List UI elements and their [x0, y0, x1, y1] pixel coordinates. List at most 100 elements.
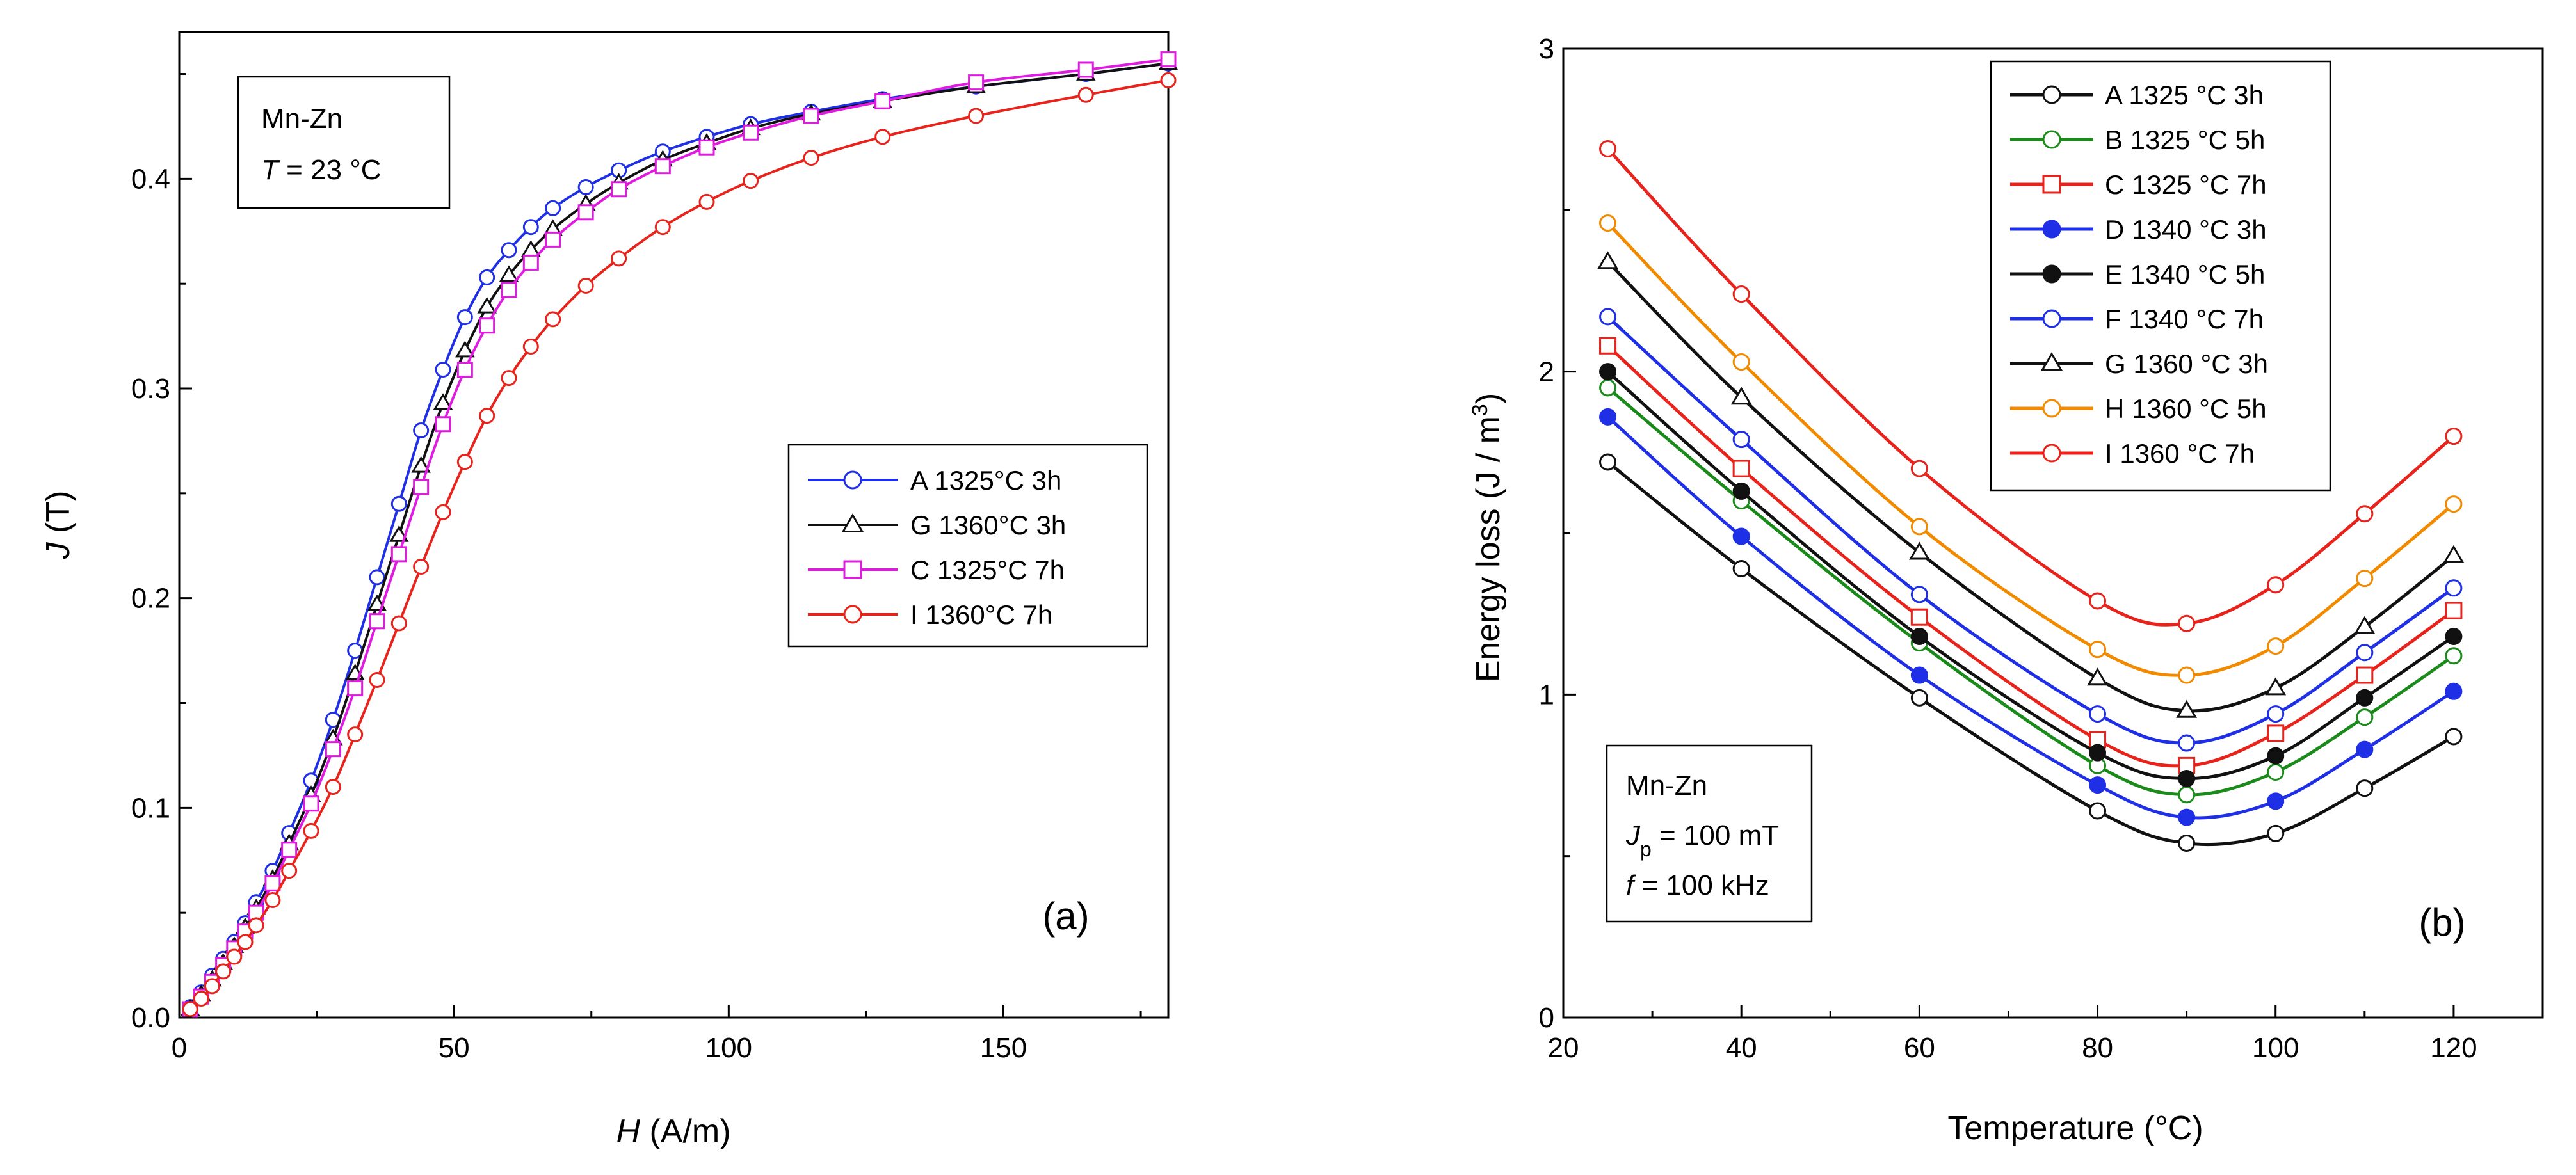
data-point	[1732, 482, 1750, 500]
legend-marker	[841, 513, 864, 532]
data-point	[204, 978, 220, 995]
x-tick-label: 120	[2430, 1032, 2477, 1064]
data-point	[2267, 705, 2285, 723]
panel-a-y-axis-title: J (T)	[40, 491, 77, 560]
series-i-1360-c-7h	[182, 72, 1177, 1018]
y-tick-label: 0.1	[131, 792, 170, 824]
data-point	[1599, 337, 1617, 355]
x-tick-label: 100	[2252, 1032, 2299, 1064]
data-point	[2356, 666, 2374, 684]
legend-label: A 1325 °C 3h	[2105, 80, 2264, 110]
legend-label: D 1340 °C 3h	[2105, 214, 2267, 244]
legend-marker	[2042, 220, 2061, 239]
data-point	[874, 129, 891, 145]
data-point	[501, 242, 517, 259]
data-point	[237, 934, 254, 950]
x-tick-label: 80	[2082, 1032, 2113, 1064]
data-point	[1599, 214, 1617, 232]
data-point	[611, 250, 627, 267]
legend-item-g-1360-c-3h: G 1360 °C 3h	[2010, 349, 2268, 379]
data-point	[545, 311, 561, 328]
legend-item-g-1360-c-3h: G 1360°C 3h	[808, 510, 1066, 540]
data-point	[1910, 627, 1928, 645]
data-point	[2089, 744, 2107, 762]
legend-marker	[2042, 309, 2061, 328]
data-point	[2178, 614, 2196, 632]
data-point	[479, 317, 495, 334]
y-tick-label: 3	[1539, 33, 1554, 65]
panel-a-series-group	[180, 51, 1179, 1018]
data-point	[522, 254, 539, 271]
x-tick-label: 0	[172, 1032, 187, 1064]
panel-b-annotation-polarization: Jp = 100 mT	[1625, 820, 1779, 861]
y-tick-label: 2	[1539, 356, 1554, 388]
legend-item-b-1325-c-5h: B 1325 °C 5h	[2010, 125, 2265, 155]
legend-item-h-1360-c-5h: H 1360 °C 5h	[2010, 394, 2267, 424]
series-a-1325-c-3h	[1599, 453, 2463, 852]
y-tick-label: 0	[1539, 1002, 1554, 1034]
data-point	[1160, 51, 1177, 68]
data-point	[1908, 541, 1930, 560]
y-tick-label: 1	[1539, 679, 1554, 710]
legend-item-i-1360-c-7h: I 1360 °C 7h	[2010, 438, 2255, 468]
data-point	[281, 863, 298, 879]
data-point	[1732, 353, 1750, 371]
data-point	[347, 726, 364, 743]
data-point	[1732, 431, 1750, 449]
data-point	[2445, 602, 2463, 619]
panel-b-annotation-frequency: f = 100 kHz	[1626, 870, 1769, 901]
data-point	[545, 231, 561, 248]
series-d-1340-c-3h	[1599, 408, 2463, 826]
data-point	[698, 193, 715, 210]
panel-b-chart: 20 40 60 80 100 120 0 1 2 3 Temperature (°C) Ener…	[1468, 33, 2544, 1147]
legend-label: C 1325°C 7h	[910, 555, 1065, 585]
data-point	[390, 546, 407, 563]
data-point	[2267, 824, 2285, 842]
panel-a-ticks: 0 50 100 150 0.0 0.1 0.2 0.3 0.4	[131, 73, 1142, 1064]
panel-b-x-axis-title: Temperature (°C)	[1947, 1110, 2203, 1147]
legend-label: A 1325°C 3h	[910, 465, 1061, 495]
data-point	[2178, 786, 2196, 804]
data-point	[479, 408, 495, 424]
panel-a-chart: 0 50 100 150 0.0 0.1 0.2 0.3 0.4 H (A/m) J (T) M…	[40, 31, 1179, 1150]
panel-a-annotation-temperature: T = 23 °C	[261, 154, 382, 186]
data-point	[1599, 140, 1617, 157]
legend-label: I 1360 °C 7h	[2105, 438, 2255, 468]
data-point	[522, 219, 539, 236]
data-point	[2356, 505, 2374, 523]
data-point	[2178, 834, 2196, 852]
data-point	[2089, 641, 2107, 659]
panel-a-legend: A 1325°C 3h G 1360°C 3h C 1325°C 7h I 1360°…	[787, 444, 1148, 648]
data-point	[390, 495, 407, 512]
series-b-1325-c-5h	[1599, 379, 2463, 804]
data-point	[479, 269, 495, 285]
data-point	[1732, 527, 1750, 545]
legend-marker	[843, 560, 862, 579]
data-point	[435, 362, 451, 378]
data-point	[698, 139, 715, 156]
data-point	[1910, 608, 1928, 626]
data-point	[968, 108, 985, 124]
data-point	[264, 875, 281, 891]
data-point	[2445, 647, 2463, 665]
data-point	[2267, 763, 2285, 781]
legend-marker	[2042, 175, 2061, 194]
data-point	[2267, 637, 2285, 655]
data-point	[1077, 61, 1094, 78]
data-point	[477, 296, 497, 314]
data-point	[2178, 734, 2196, 752]
y-tick-label: 0.3	[131, 373, 170, 404]
series-c-1325-c-7h	[182, 51, 1177, 1018]
data-point	[2267, 576, 2285, 594]
data-point	[611, 181, 627, 198]
x-tick-label: 60	[1904, 1032, 1935, 1064]
data-point	[433, 393, 453, 410]
panel-a-x-axis-title: H (A/m)	[616, 1113, 730, 1150]
data-point	[435, 504, 451, 520]
data-point	[2089, 776, 2107, 794]
data-point	[2265, 677, 2287, 696]
data-point	[435, 416, 451, 433]
x-tick-label: 20	[1548, 1032, 1579, 1064]
legend-label: E 1340 °C 5h	[2105, 259, 2265, 289]
